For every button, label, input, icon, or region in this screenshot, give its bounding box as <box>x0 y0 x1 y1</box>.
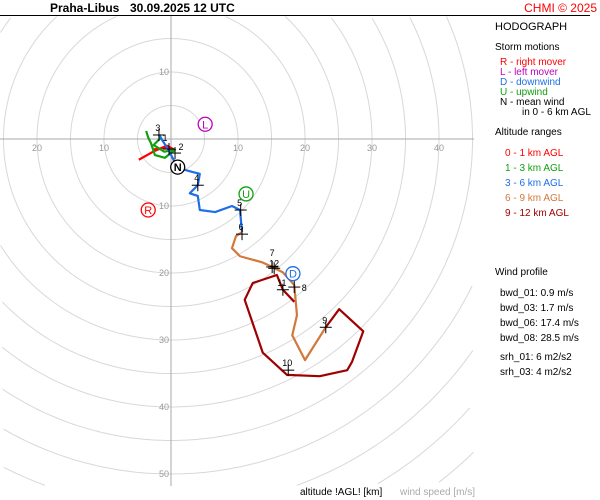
speed-ring <box>0 139 373 341</box>
speed-ring <box>3 285 473 475</box>
x-tick-label: 20 <box>32 143 42 153</box>
x-tick-label: 20 <box>300 143 310 153</box>
srh-item: srh_01: 6 m2/s2 <box>500 352 572 363</box>
altitude-marker-label: 12 <box>269 258 279 268</box>
altitude-legend-item: 0 - 1 km AGL <box>505 148 564 159</box>
altitude-marker-label: 6 <box>239 222 244 232</box>
wind-profile-item: bwd_06: 17.4 m/s <box>500 318 579 329</box>
storm-motion-label: U <box>242 189 250 201</box>
axis-ticks: 20 10 10 20 30 40 10 10 20 30 40 50 <box>32 67 444 479</box>
y-axis-label: wind speed [m/s] <box>399 487 475 498</box>
speed-rings <box>0 16 474 486</box>
storm-legend-item: N - mean wind <box>500 97 564 108</box>
wind-profile: bwd_01: 0.9 m/s bwd_03: 1.7 m/s bwd_06: 17… <box>500 288 579 378</box>
x-tick-label: 30 <box>367 143 377 153</box>
y-tick-label: 40 <box>159 402 169 412</box>
series-line <box>138 144 176 161</box>
storm-legend-item: R - right mover <box>500 57 567 68</box>
altitude-legend-item: 6 - 9 km AGL <box>505 193 564 204</box>
altitude-marker-label: 10 <box>282 358 292 368</box>
panel-title: HODOGRAPH <box>495 21 567 33</box>
series-line <box>230 231 327 362</box>
speed-ring <box>409 17 440 139</box>
wind-profile-item: bwd_03: 1.7 m/s <box>500 303 573 314</box>
altitude-ranges-title: Altitude ranges <box>495 127 562 138</box>
storm-legend-item: U - upwind <box>500 87 548 98</box>
speed-ring <box>2 139 473 441</box>
speed-ring <box>1 139 440 408</box>
speed-ring <box>225 16 306 139</box>
y-tick-label: 10 <box>159 67 169 77</box>
storm-motion-label: L <box>202 119 208 131</box>
speed-ring <box>296 350 474 486</box>
storm-motion-circle <box>170 159 186 175</box>
y-tick-label: 50 <box>159 469 169 479</box>
storm-legend-item: D - downwind <box>500 77 561 88</box>
storm-motion-label: N <box>174 162 182 174</box>
srh-item: srh_03: 4 m2/s2 <box>500 367 572 378</box>
storm-legend-item: L - left mover <box>500 67 559 78</box>
speed-ring <box>0 17 11 33</box>
storm-motion-circle <box>197 116 213 132</box>
storm-motions-title: Storm motions <box>495 42 559 53</box>
altitude-marker-label: 7 <box>270 248 275 258</box>
altitude-marker-label: 9 <box>322 315 327 325</box>
speed-ring <box>36 16 306 274</box>
speed-ring <box>3 466 46 486</box>
y-tick-label: 10 <box>159 201 169 211</box>
datetime: 30.09.2025 12 UTC <box>130 1 235 15</box>
speed-ring <box>377 407 471 485</box>
altitude-legend-item: 3 - 6 km AGL <box>505 178 564 189</box>
speed-ring <box>1 139 406 374</box>
x-tick-label: 40 <box>434 143 444 153</box>
speed-ring <box>331 17 373 139</box>
speed-ring <box>445 16 473 139</box>
storm-motion-circle <box>238 186 254 202</box>
altitude-marker-label: 3 <box>155 123 160 133</box>
series-line <box>243 273 365 378</box>
altitude-marker-label: 8 <box>302 283 307 293</box>
wind-profile-item: bwd_08: 28.5 m/s <box>500 333 579 344</box>
altitude-marker-label: 5 <box>237 198 242 208</box>
storm-motion-circle <box>285 266 301 282</box>
x-axis-label: altitude !AGL! [km] <box>300 487 382 498</box>
speed-ring <box>371 17 406 139</box>
x-tick-label: 10 <box>99 143 109 153</box>
y-tick-label: 30 <box>159 335 169 345</box>
storm-motion-markers: L R N U D <box>140 116 301 282</box>
x-tick-label: 10 <box>233 143 243 153</box>
speed-ring <box>284 16 339 139</box>
y-tick-label: 20 <box>159 268 169 278</box>
altitude-marker-label: 4 <box>194 173 199 183</box>
station-name: Praha-Libus <box>50 1 120 15</box>
altitude-marker-label: 1 <box>162 133 167 143</box>
altitude-legend-item: 1 - 3 km AGL <box>505 163 564 174</box>
copyright: CHMI © 2025 <box>524 1 597 15</box>
speed-ring <box>438 451 474 483</box>
speed-ring <box>3 16 339 307</box>
wind-profile-item: bwd_01: 0.9 m/s <box>500 288 573 299</box>
altitude-marker-label: 2 <box>179 142 184 152</box>
altitude-marker-label: 11 <box>277 278 286 288</box>
storm-motion-circle <box>140 202 156 218</box>
altitude-legend: 0 - 1 km AGL 1 - 3 km AGL 3 - 6 km AGL 6 - … <box>505 148 569 219</box>
storm-motion-label: D <box>289 269 297 281</box>
altitude-legend-item: 9 - 12 km AGL <box>505 208 569 219</box>
storm-motion-label: R <box>144 205 152 217</box>
storm-legend-item: in 0 - 6 km AGL <box>522 107 591 118</box>
wind-profile-title: Wind profile <box>495 267 548 278</box>
